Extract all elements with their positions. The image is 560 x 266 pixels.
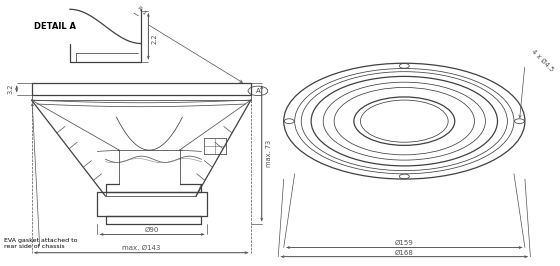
Text: Ø159: Ø159: [395, 240, 414, 246]
Text: 3.2: 3.2: [7, 84, 13, 94]
Text: EVA gasket attached to
rear side of chassis: EVA gasket attached to rear side of chas…: [4, 238, 78, 249]
Text: 2.2: 2.2: [152, 33, 158, 44]
Text: 4 x Ø4.5: 4 x Ø4.5: [530, 49, 554, 73]
Text: Ø90: Ø90: [145, 227, 160, 232]
Text: DETAIL A: DETAIL A: [34, 22, 76, 31]
Text: max. 73: max. 73: [266, 140, 272, 167]
Text: A: A: [255, 88, 260, 94]
Text: R 1: R 1: [137, 5, 147, 16]
Text: Ø168: Ø168: [395, 250, 414, 256]
Text: max. Ø143: max. Ø143: [122, 245, 160, 251]
